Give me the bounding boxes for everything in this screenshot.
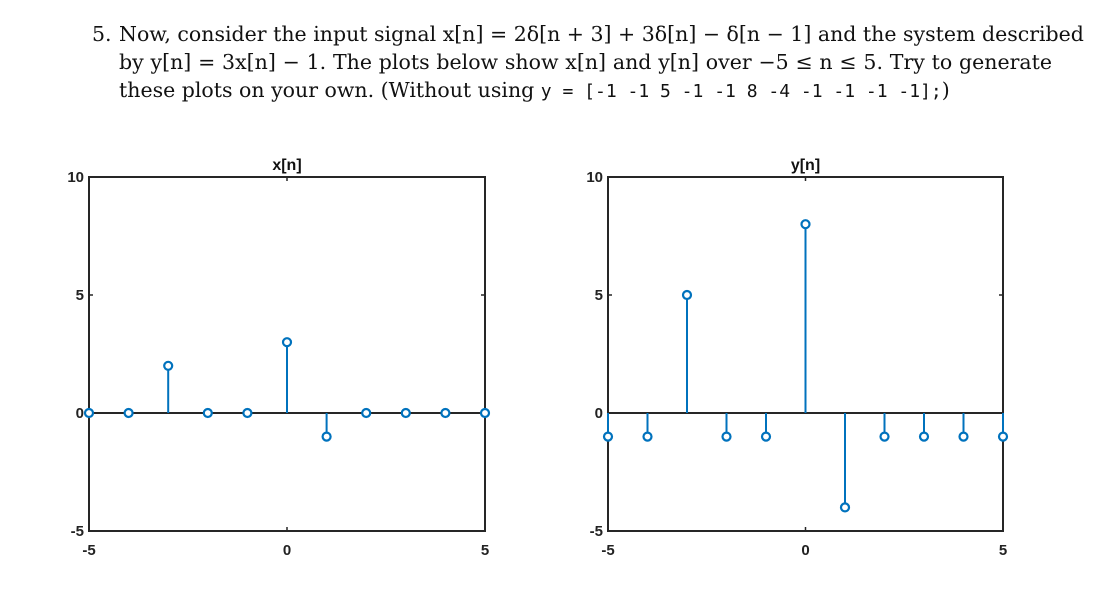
- stem-marker: [281, 337, 293, 348]
- problem-line-3-end: ): [941, 78, 950, 102]
- stem-marker: [400, 407, 411, 419]
- stem-marker: [721, 431, 732, 442]
- stem-marker: [997, 431, 1009, 442]
- plot-title: x[n]: [272, 157, 301, 174]
- stem-marker: [602, 431, 614, 442]
- ytick-label: 5: [76, 287, 84, 304]
- problem-line-2: by y[n] = 3x[n] − 1. The plots below sho…: [119, 50, 1052, 74]
- xtick-label: 5: [999, 542, 1007, 559]
- stem-marker: [440, 407, 451, 419]
- ytick-label: 0: [76, 405, 84, 422]
- stem-marker: [958, 431, 969, 442]
- problem-line-1: Now, consider the input signal x[n] = 2δ…: [119, 22, 1084, 46]
- ytick-label: 0: [595, 405, 603, 422]
- stem-marker: [163, 360, 174, 371]
- stem-marker: [879, 431, 890, 442]
- stem-marker: [202, 407, 213, 419]
- stem-marker: [918, 431, 930, 442]
- ytick-label: 10: [586, 169, 603, 186]
- stem-marker: [681, 289, 693, 301]
- ytick-label: 5: [595, 287, 603, 304]
- stem-marker: [839, 502, 851, 513]
- stem-marker: [83, 407, 95, 419]
- problem-line-3-text: these plots on your own. (Without using: [119, 78, 541, 102]
- xtick-label: 5: [481, 542, 489, 559]
- stem-marker: [642, 431, 653, 442]
- stem-marker: [123, 407, 134, 419]
- plot-1: -5 0 5 10 -5 0 5 x[n]: [67, 157, 491, 559]
- problem-code: y = [-1 -1 5 -1 -1 8 -4 -1 -1 -1 -1];: [540, 81, 942, 102]
- plot-title: y[n]: [791, 157, 820, 174]
- ytick-label: -5: [71, 523, 84, 540]
- xtick-label: 0: [801, 542, 809, 559]
- problem-statement: 5. Now, consider the input signal x[n] =…: [92, 20, 1084, 106]
- stem-marker: [760, 431, 772, 442]
- ytick-label: -5: [590, 523, 603, 540]
- xtick-label: 0: [283, 542, 291, 559]
- ytick-label: 10: [67, 169, 84, 186]
- stem-marker: [321, 431, 332, 442]
- xtick-label: -5: [601, 542, 614, 559]
- stem-marker: [479, 407, 491, 419]
- stem-marker: [800, 219, 811, 230]
- xtick-label: -5: [82, 542, 95, 559]
- plot-2: -5 0 5 10 -5 0 5 y[n]: [586, 157, 1009, 559]
- stem-marker: [242, 407, 253, 419]
- stem-marker: [361, 407, 372, 419]
- problem-line-3: these plots on your own. (Without using …: [119, 76, 1052, 106]
- problem-number: 5.: [92, 22, 112, 46]
